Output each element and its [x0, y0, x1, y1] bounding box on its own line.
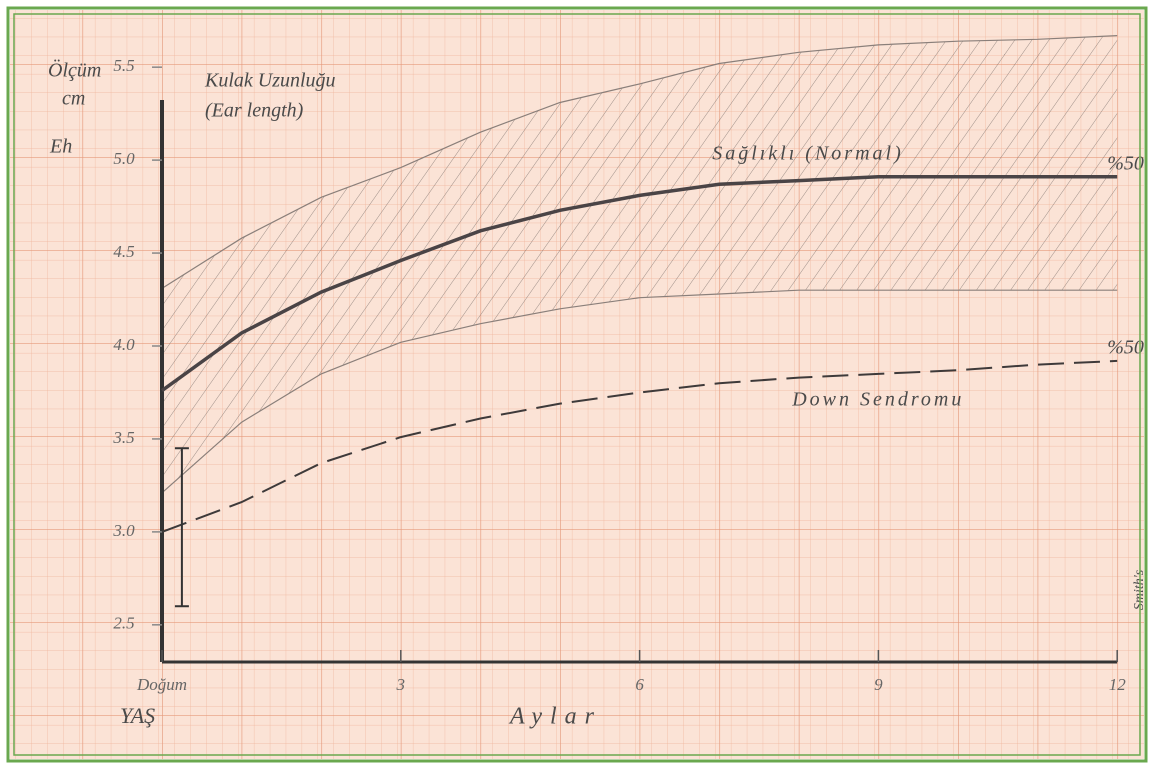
- y-tick-label: 5.5: [113, 56, 134, 75]
- x-tick-label: 3: [396, 675, 406, 694]
- y-label: Ölçüm: [48, 59, 101, 82]
- chart-title: Kulak Uzunluğu: [204, 70, 336, 92]
- x-label: Aylar: [508, 704, 602, 730]
- y-tick-label: 5.0: [113, 149, 135, 168]
- y-tick-label: 3.5: [112, 428, 134, 447]
- chart-subtitle: (Ear length): [205, 100, 304, 122]
- y-tick-label: 4.0: [113, 335, 135, 354]
- x-note: YAŞ: [120, 703, 155, 728]
- x-tick-label: 12: [1109, 675, 1127, 694]
- series-end-label: %50: [1107, 336, 1144, 358]
- series-end-label: %50: [1107, 152, 1144, 174]
- y-unit: cm: [62, 88, 85, 110]
- y-tick-label: 4.5: [113, 242, 134, 261]
- y-tick-label: 3.0: [112, 521, 135, 540]
- series-label: Sağlıklı (Normal): [712, 142, 904, 164]
- y-tick-label: 2.5: [113, 614, 134, 633]
- x-tick-label: Doğum: [136, 675, 187, 694]
- x-tick-label: 9: [874, 675, 883, 694]
- y-note: Eh: [49, 136, 72, 158]
- x-tick-label: 6: [635, 675, 644, 694]
- series-label: Down Sendromu: [791, 388, 964, 410]
- chart: 2.5 3.0 3.5 4.0 4.5 5.0 5.5 Doğum 3 6 9 12 Sağlıklı …: [0, 0, 1154, 769]
